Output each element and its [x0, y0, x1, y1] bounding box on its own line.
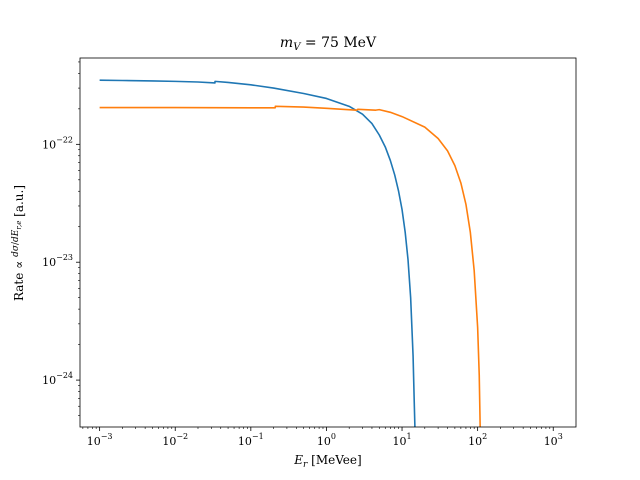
- x-tick-label: 10−3: [87, 432, 113, 448]
- axes-frame: [79, 57, 577, 428]
- y-tick-label: 10−23: [42, 253, 73, 269]
- x-tick-label: 103: [544, 432, 563, 448]
- x-tick-label: 10−1: [238, 432, 264, 448]
- y-axis-ticks: 10−24 10−23 10−22: [42, 61, 80, 416]
- chart-title: mV = 75 MeV: [280, 35, 377, 53]
- x-axis-ticks: 10−3 10−2 10−1 100 101 102 103: [82, 427, 563, 448]
- plot-area: [79, 57, 577, 428]
- y-axis-label: Rate ∝ dσ/dEr,e [a.u.]: [11, 185, 26, 301]
- y-tick-label: 10−24: [42, 371, 73, 387]
- series-layer: [99, 79, 481, 427]
- y-tick-label: 10−22: [42, 135, 73, 151]
- series-line-2: [99, 105, 481, 427]
- x-tick-label: 10−2: [162, 432, 188, 448]
- x-tick-label: 100: [317, 432, 336, 448]
- x-tick-label: 101: [392, 432, 411, 448]
- x-tick-label: 102: [468, 432, 487, 448]
- series-line-1: [99, 79, 416, 427]
- x-axis-label: Er [MeVee]: [293, 453, 361, 470]
